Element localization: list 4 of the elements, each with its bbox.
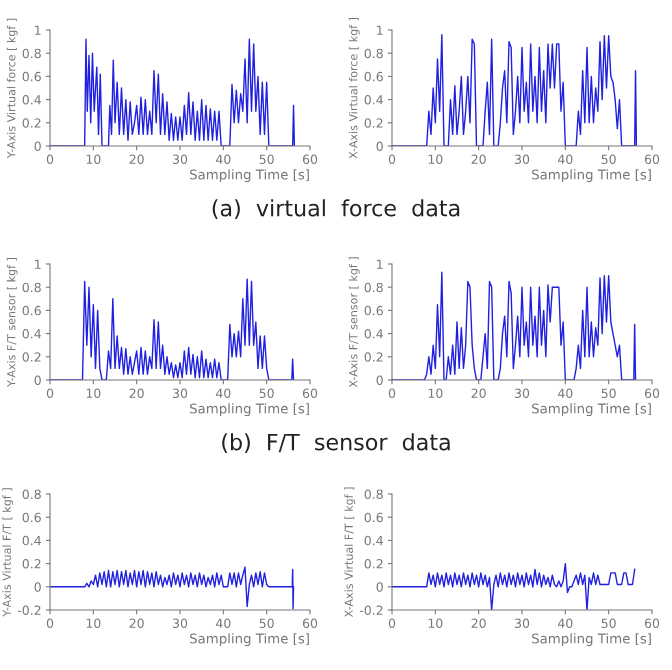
text: (a) virtual force data (212, 199, 460, 220)
line-series (50, 566, 295, 610)
line-series (392, 562, 636, 610)
text: (b) F/T sensor data (222, 433, 450, 454)
